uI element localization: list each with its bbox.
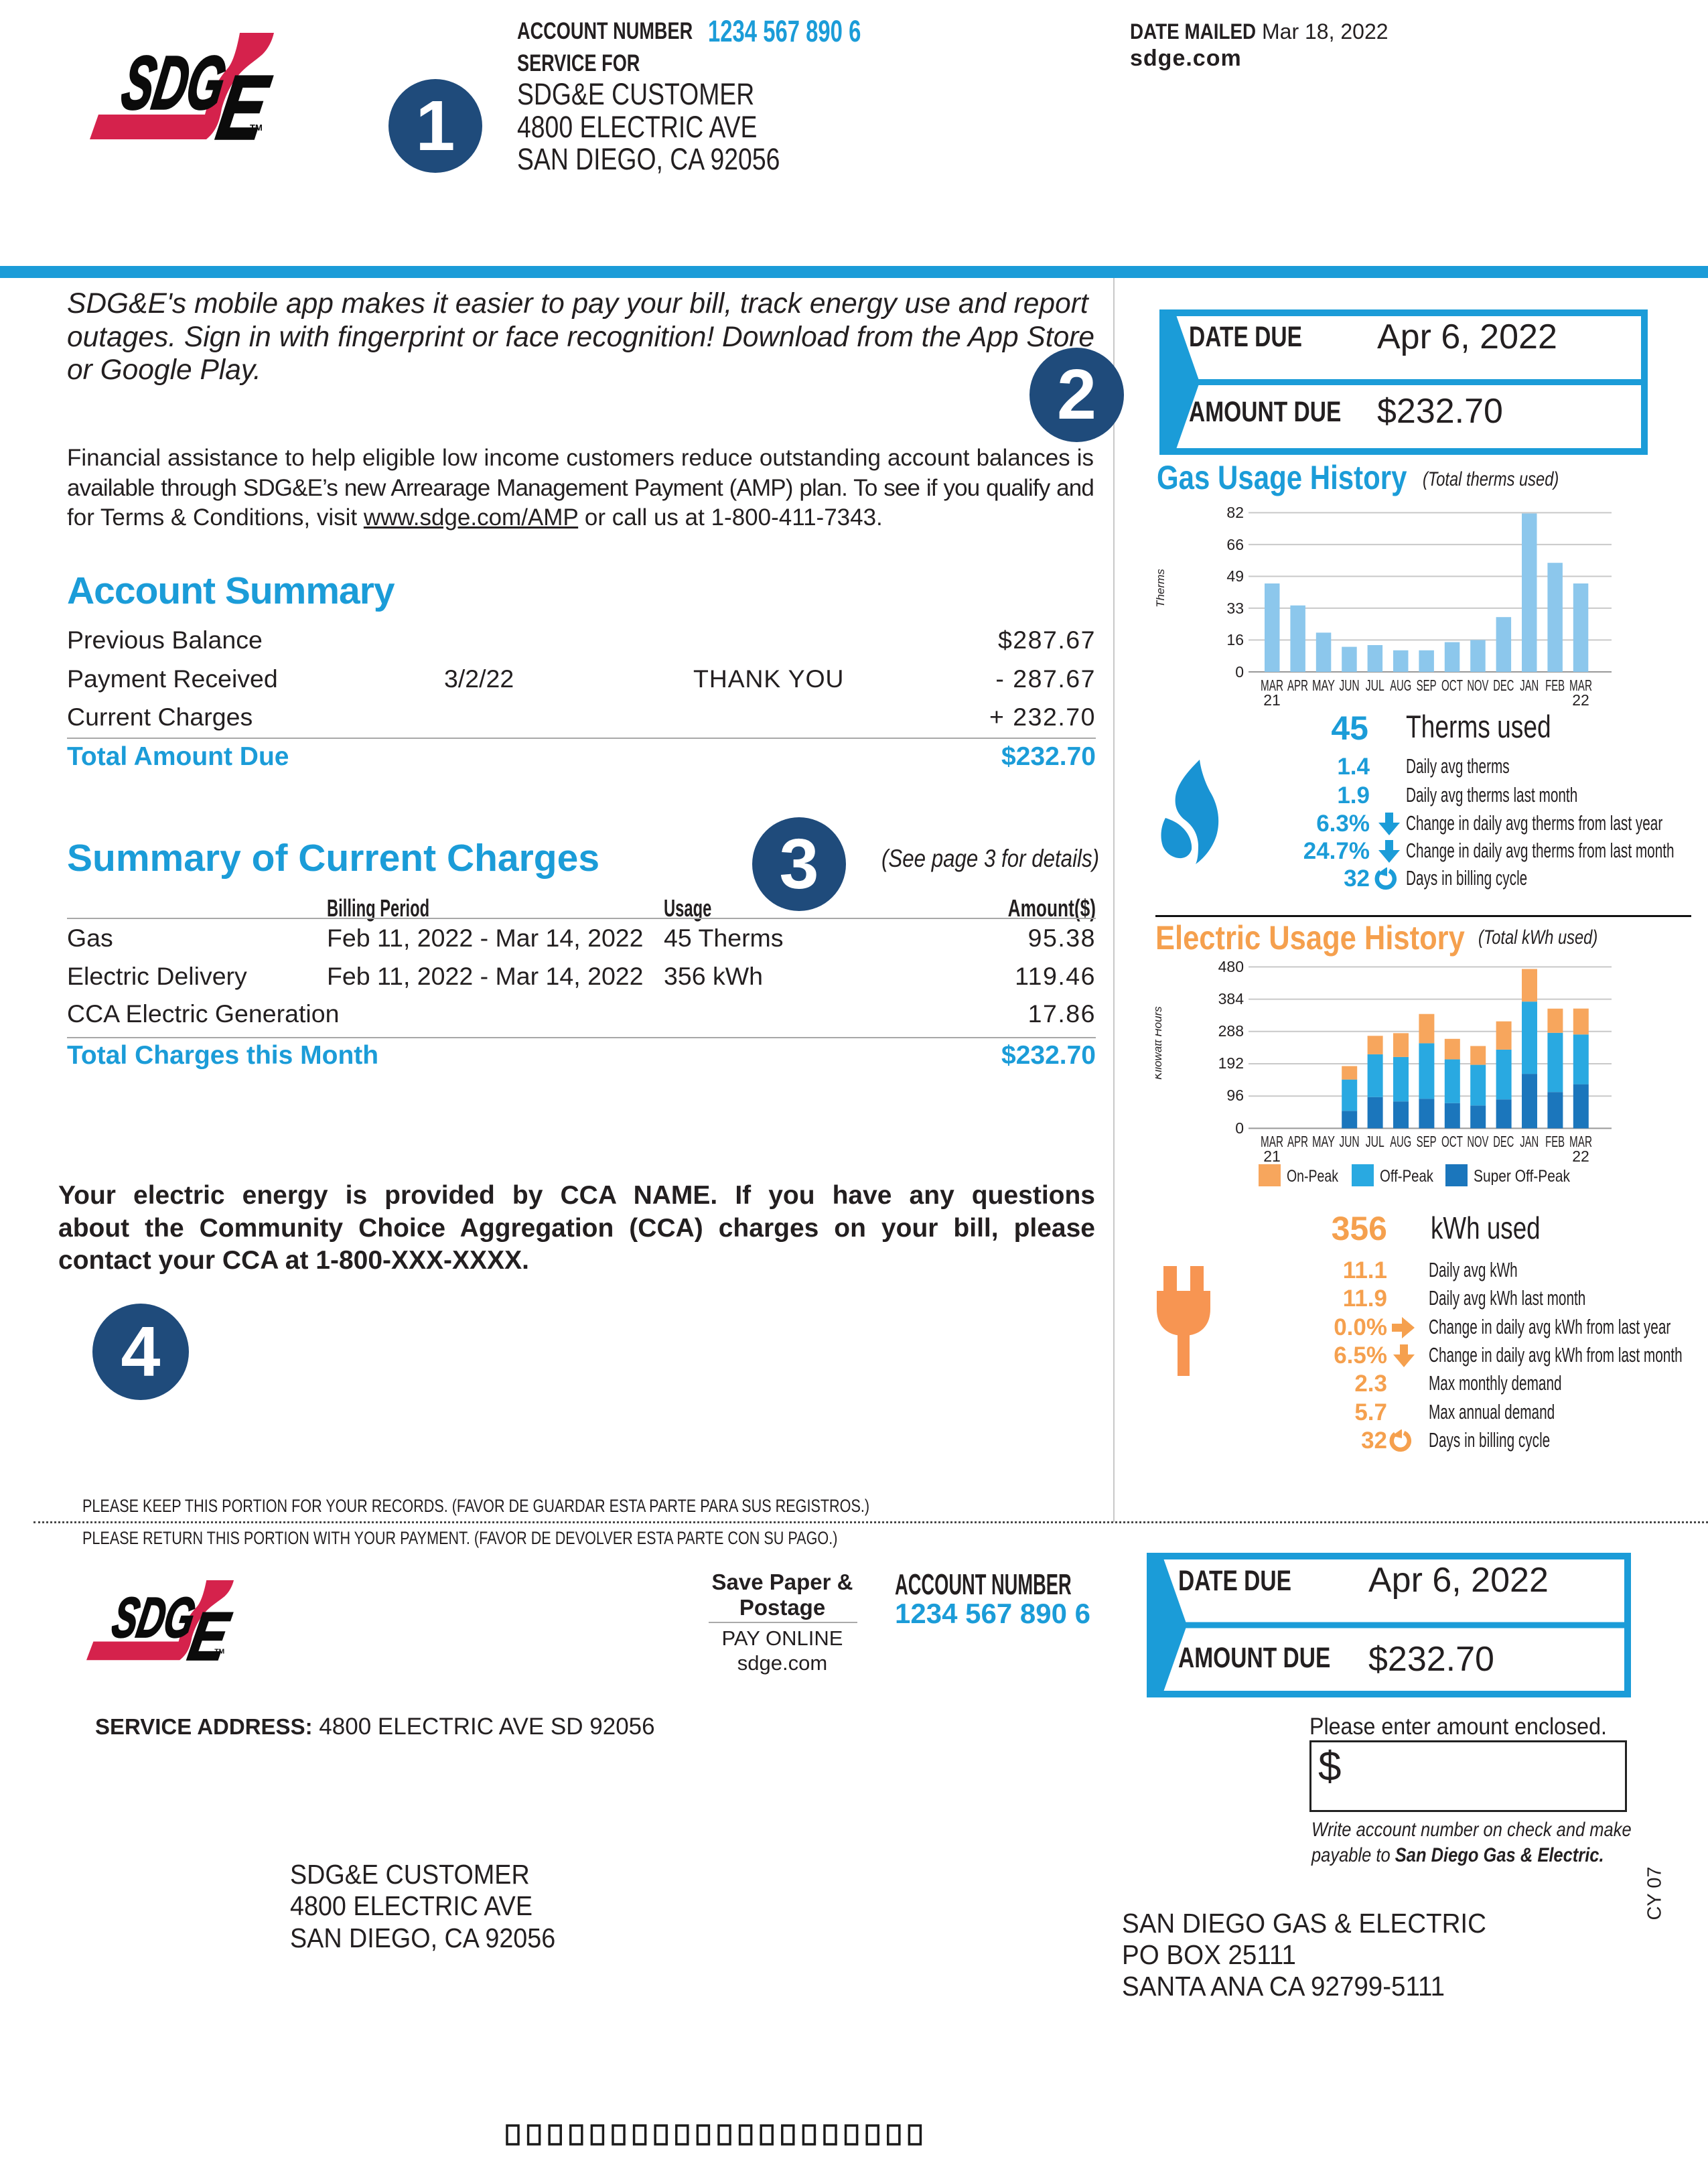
svg-text:SEP: SEP [1417, 1133, 1437, 1150]
svg-text:JUL: JUL [1366, 1133, 1384, 1150]
svg-text:MAY: MAY [1312, 1133, 1335, 1150]
svg-text:22: 22 [1572, 691, 1589, 709]
svg-text:Therms: Therms [1155, 569, 1167, 608]
svg-text:JUN: JUN [1340, 1133, 1360, 1150]
svg-text:0: 0 [1235, 663, 1244, 681]
svg-text:21: 21 [1263, 691, 1281, 709]
svg-text:66: 66 [1226, 536, 1244, 553]
svg-text:AUG: AUG [1390, 677, 1411, 694]
svg-text:288: 288 [1218, 1022, 1244, 1040]
svg-text:APR: APR [1287, 1133, 1308, 1150]
svg-text:SDG: SDG [117, 41, 232, 125]
svg-text:MAR: MAR [1261, 1133, 1283, 1150]
svg-text:MAR: MAR [1569, 677, 1592, 694]
svg-text:AUG: AUG [1390, 1133, 1411, 1150]
svg-text:49: 49 [1226, 567, 1244, 585]
svg-text:SDG: SDG [108, 1586, 200, 1649]
svg-text:192: 192 [1218, 1054, 1244, 1072]
svg-text:APR: APR [1287, 677, 1308, 694]
svg-text:DEC: DEC [1493, 677, 1514, 694]
svg-text:DEC: DEC [1493, 1133, 1514, 1150]
svg-text:MAR: MAR [1261, 677, 1283, 694]
svg-text:384: 384 [1218, 990, 1244, 1007]
svg-text:Off-Peak: Off-Peak [1380, 1167, 1433, 1186]
svg-text:MAR: MAR [1569, 1133, 1592, 1150]
svg-text:SEP: SEP [1417, 677, 1437, 694]
svg-text:NOV: NOV [1467, 1133, 1488, 1150]
svg-text:JUL: JUL [1366, 677, 1384, 694]
svg-text:33: 33 [1226, 600, 1244, 617]
svg-text:Super Off-Peak: Super Off-Peak [1474, 1167, 1570, 1186]
svg-text:JAN: JAN [1520, 677, 1539, 694]
svg-text:JAN: JAN [1520, 1133, 1539, 1150]
svg-text:TM: TM [250, 123, 263, 133]
svg-text:16: 16 [1226, 631, 1244, 648]
svg-text:OCT: OCT [1441, 1133, 1463, 1150]
svg-text:82: 82 [1226, 504, 1244, 521]
svg-text:22: 22 [1572, 1147, 1589, 1165]
svg-text:OCT: OCT [1441, 677, 1463, 694]
svg-text:MAY: MAY [1312, 677, 1335, 694]
svg-text:480: 480 [1218, 958, 1244, 975]
svg-text:TM: TM [214, 1649, 224, 1656]
svg-text:JUN: JUN [1340, 677, 1360, 694]
svg-text:On-Peak: On-Peak [1287, 1167, 1338, 1186]
svg-text:96: 96 [1226, 1087, 1244, 1104]
svg-text:Kilowatt Hours: Kilowatt Hours [1155, 1006, 1164, 1080]
svg-text:NOV: NOV [1467, 677, 1488, 694]
svg-text:FEB: FEB [1545, 677, 1565, 694]
svg-text:0: 0 [1235, 1119, 1244, 1137]
svg-text:21: 21 [1263, 1147, 1281, 1165]
svg-text:FEB: FEB [1545, 1133, 1565, 1150]
